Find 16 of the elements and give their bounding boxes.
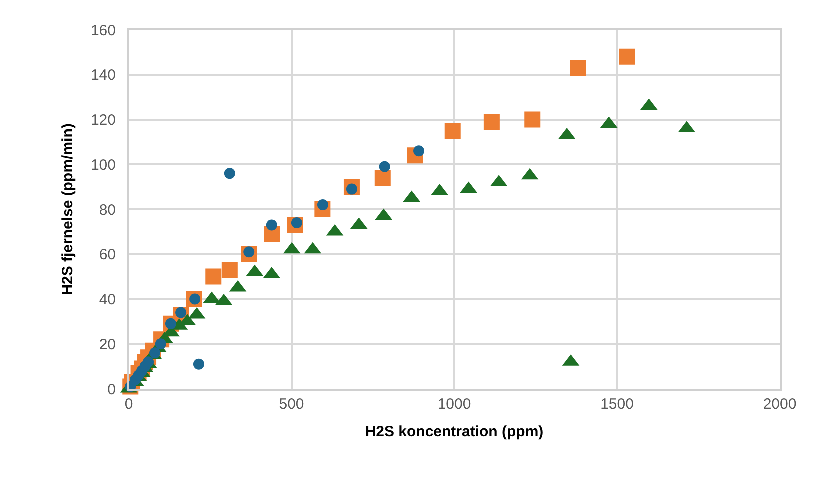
x-tick-label: 1500: [600, 396, 634, 413]
y-tick-label: 140: [90, 67, 116, 84]
y-tick-label: 80: [99, 202, 116, 219]
x-axis-title: H2S koncentration (ppm): [365, 424, 544, 440]
y-tick-label: 60: [99, 246, 116, 264]
y-tick-label: 20: [99, 336, 116, 354]
x-tick-label: 1000: [438, 396, 472, 413]
y-tick-label: 160: [90, 22, 116, 40]
y-tick-label: 100: [90, 156, 116, 174]
y-tick-label: 0: [108, 381, 116, 398]
y-tick-label: 120: [90, 112, 116, 129]
x-tick-label: 500: [279, 396, 304, 413]
x-tick-label: 0: [124, 396, 134, 413]
y-axis-title: H2S fjernelse (ppm/min): [60, 124, 77, 296]
y-tick-label: 40: [99, 292, 116, 308]
x-tick-label: 2000: [763, 396, 797, 413]
